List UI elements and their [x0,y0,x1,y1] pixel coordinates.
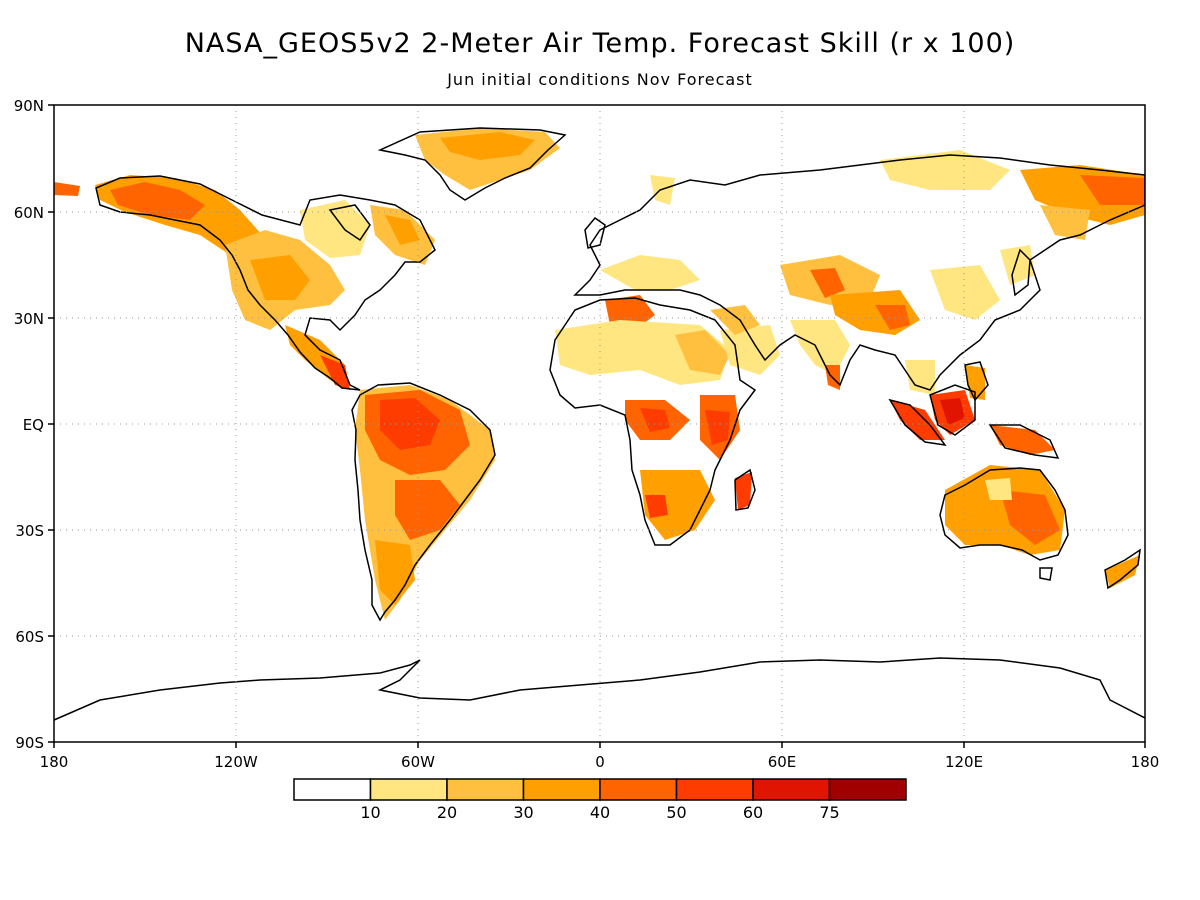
shading-india [790,320,850,375]
lon-label: 0 [595,753,605,771]
latitude-labels: 90N 60N 30N EQ 30S 60S 90S [14,97,44,752]
coast-madagascar [734,468,756,511]
colorbar-label: 30 [513,803,533,822]
lon-label: 180 [1131,753,1160,771]
shading-middle-east [710,305,760,335]
coast-borneo [929,384,976,436]
shading-sudan [675,330,730,375]
shading-amazon-core [380,398,440,450]
lon-label: 120E [945,753,983,771]
shading-southern-africa [640,470,715,540]
lat-label: EQ [23,416,44,434]
shading-brazil-south [395,480,460,540]
shading-greenland-core [440,132,535,160]
lon-label: 60W [401,753,435,771]
lat-label: 90N [14,97,44,115]
colorbar-swatch [293,778,372,801]
lon-label: 120W [214,753,258,771]
coast-new-zealand [1104,548,1141,590]
shading-sumatra [890,400,945,440]
coast-south-america [351,382,496,622]
shading-western-na-core [250,255,310,300]
lat-label: 30S [15,522,44,540]
shading-central-asia-core [810,268,845,298]
colorbar-label: 40 [590,803,610,822]
shading-new-guinea [990,425,1055,455]
coast-japan [1011,248,1031,297]
axis-ticks [48,104,1146,748]
shading-scandinavia [650,175,675,205]
shading-se-asia [905,360,935,395]
shading-argentina [375,540,415,605]
shading-east-siberia-south [1040,205,1090,240]
coast-antarctica [54,657,1145,721]
colorbar-swatch [752,778,831,801]
colorbar: 10 20 30 40 50 60 75 [293,778,907,822]
colorbar-swatch [369,778,448,801]
shading-east-africa-core [705,410,730,445]
colorbar-label: 20 [437,803,457,822]
shading-siberia-north [880,150,1010,190]
shading-australia-core [1000,490,1060,545]
lon-label: 60E [768,753,797,771]
coast-north-america [95,175,436,391]
colorbar-swatch [828,778,907,801]
longitude-labels: 180 120W 60W 0 60E 120E 180 [40,753,1160,771]
colorbar-label: 10 [360,803,380,822]
graticule [54,105,1145,742]
shading-borneo-core [940,398,965,425]
shading-japan [1000,245,1035,285]
colorbar-swatch [675,778,754,801]
skill-shading [54,128,1145,620]
colorbar-label: 75 [819,803,839,822]
lat-label: 30N [14,310,44,328]
lat-label: 90S [15,734,44,752]
shading-arabia [720,325,780,375]
shading-australia-center [985,478,1012,500]
shading-central-america [320,355,350,390]
map-title: NASA_GEOS5v2 2-Meter Air Temp. Forecast … [184,28,1016,59]
shading-hudson-east-core [385,215,420,245]
coast-africa [549,297,757,546]
coast-philippines [964,361,989,402]
shading-southern-africa-core [645,495,668,518]
colorbar-label: 50 [666,803,686,822]
colorbar-label: 60 [743,803,763,822]
coast-new-guinea [988,424,1060,459]
coast-australia [939,467,1069,561]
shading-central-africa-core [640,408,670,432]
shading-china [930,265,1000,320]
colorbar-swatch [446,778,525,801]
coast-uk [584,216,606,249]
shading-madagascar [735,472,752,510]
shading-philippines [965,365,985,400]
coast-greenland [377,127,567,201]
shading-central-canada [300,200,370,258]
shading-europe [600,255,700,290]
colorbar-swatch [522,778,601,801]
map-subtitle: Jun initial conditions Nov Forecast [447,70,753,89]
shading-new-zealand [1105,555,1140,588]
coast-tasmania [1039,567,1053,581]
lat-label: 60N [14,204,44,222]
lon-label: 180 [40,753,69,771]
coastlines [54,127,1145,721]
coast-eurasia [573,154,1145,391]
colorbar-swatch [599,778,678,801]
coast-hudson-bay [328,204,371,242]
lat-label: 60S [15,628,44,646]
shading-tibet-core [875,305,910,330]
shading-east-siberia-core [1080,175,1145,205]
shading-alaska-core [110,182,205,220]
shading-chukotka-left [54,182,80,196]
coast-sumatra [888,398,947,447]
